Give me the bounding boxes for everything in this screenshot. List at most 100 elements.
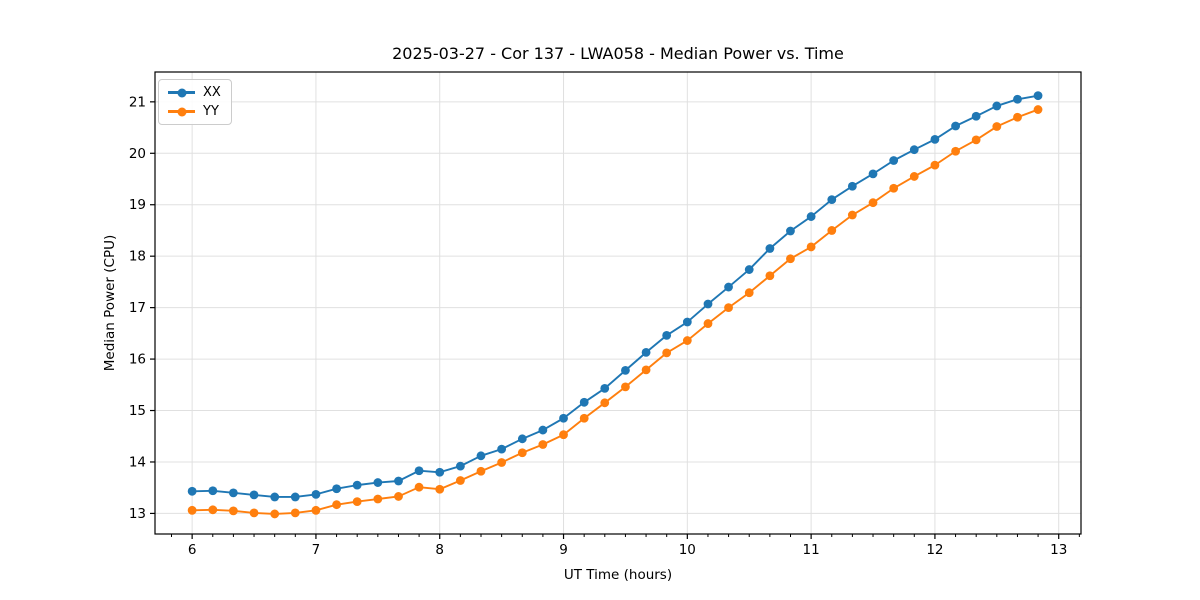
x-tick-label: 6: [188, 542, 197, 558]
series-yy-marker: [971, 135, 981, 145]
y-axis-label: Median Power (CPU): [102, 234, 118, 372]
series-yy-marker: [559, 430, 568, 440]
series-yy-marker: [187, 505, 197, 515]
series-xx-marker: [909, 145, 919, 155]
series-yy-marker: [228, 506, 238, 516]
series-xx-marker: [600, 384, 610, 393]
series-xx-marker: [641, 347, 651, 357]
series-xx-marker: [786, 226, 795, 236]
series-xx-marker: [765, 244, 775, 253]
x-tick-label: 8: [435, 542, 444, 558]
series-yy-marker: [1033, 105, 1043, 114]
series-xx-marker: [971, 111, 981, 121]
series-xx-marker: [290, 492, 300, 502]
series-yy-marker: [662, 348, 672, 358]
series-xx-marker: [332, 484, 342, 494]
series-xx-marker: [621, 365, 630, 375]
x-tick-label: 11: [803, 542, 820, 558]
y-tick-label: 16: [129, 352, 146, 368]
series-xx-marker: [414, 466, 424, 476]
x-tick-label: 10: [679, 542, 696, 558]
series-yy-marker: [951, 146, 960, 156]
series-xx-marker: [435, 467, 445, 477]
series-yy-marker: [290, 508, 300, 518]
series-xx-marker: [249, 490, 259, 500]
series-xx-marker: [1013, 94, 1022, 104]
series-yy-marker: [352, 497, 362, 506]
series-yy-marker: [909, 172, 919, 181]
series-xx-marker: [724, 282, 733, 292]
series-xx-marker: [373, 478, 383, 487]
legend-line-marker-xx: [168, 88, 195, 97]
legend-line-marker-yy: [168, 107, 195, 116]
series-xx-marker: [889, 156, 899, 165]
series-xx-marker: [682, 317, 692, 327]
series-yy-marker: [827, 226, 837, 235]
series-xx-marker: [270, 492, 280, 502]
series-xx-marker: [476, 451, 486, 461]
series-yy-marker: [765, 271, 775, 281]
series-yy-marker: [476, 466, 486, 476]
series-xx-marker: [517, 434, 527, 444]
series-xx-marker: [394, 476, 403, 486]
y-tick-label: 15: [129, 403, 146, 419]
series-yy-marker: [517, 448, 527, 458]
series-yy-line: [192, 108, 1039, 515]
x-tick-label: 13: [1050, 542, 1067, 558]
series-xx-marker: [187, 486, 197, 496]
chart-title: 2025-03-27 - Cor 137 - LWA058 - Median P…: [392, 44, 844, 63]
series-yy-marker: [1013, 112, 1022, 122]
series-yy-marker: [497, 458, 507, 467]
series-yy-marker: [208, 505, 218, 515]
series-yy-marker: [538, 440, 548, 449]
series-xx-marker: [559, 413, 568, 423]
x-tick-label: 12: [926, 542, 943, 558]
series-xx-marker: [1033, 91, 1043, 101]
series-xx-marker: [456, 461, 465, 471]
x-tick-label: 7: [312, 542, 321, 558]
legend: XX YY: [158, 79, 232, 125]
x-axis-label: UT Time (hours): [563, 567, 673, 583]
series-yy-marker: [703, 319, 713, 328]
series-yy-marker: [579, 413, 589, 423]
series-yy-marker: [724, 303, 733, 313]
series-xx-marker: [208, 486, 218, 496]
series-xx-marker: [951, 121, 960, 131]
series-yy-marker: [249, 508, 259, 518]
y-tick-label: 18: [129, 249, 146, 265]
series-yy-marker: [435, 484, 445, 494]
series-yy-marker: [621, 382, 630, 392]
legend-label-yy: YY: [203, 104, 219, 119]
series-xx-marker: [992, 101, 1002, 111]
y-tick-label: 20: [129, 146, 146, 162]
legend-item-yy: YY: [168, 104, 221, 119]
series-yy-marker: [868, 198, 878, 208]
series-xx-marker: [744, 265, 754, 274]
series-yy-marker: [786, 254, 795, 264]
series-yy-marker: [641, 365, 651, 375]
series-yy-marker: [682, 336, 692, 345]
series-yy-marker: [847, 210, 857, 220]
series-xx-marker: [703, 299, 713, 309]
series-yy-marker: [992, 122, 1002, 131]
series-xx-marker: [806, 212, 816, 221]
x-tick-label: 9: [559, 542, 568, 558]
series-yy-marker: [414, 482, 424, 492]
legend-item-xx: XX: [168, 85, 221, 100]
y-tick-label: 17: [129, 300, 146, 316]
series-yy-marker: [394, 492, 403, 501]
series-xx-marker: [847, 181, 857, 191]
legend-label-xx: XX: [203, 85, 221, 100]
series-xx-marker: [311, 489, 321, 499]
series-yy-marker: [744, 288, 754, 298]
series-xx-line: [192, 94, 1039, 498]
y-tick-label: 13: [129, 506, 146, 522]
legend-marker-dot-yy: [177, 107, 186, 116]
series-yy-marker: [373, 494, 383, 504]
series-xx-marker: [827, 195, 837, 204]
series-yy-marker: [930, 160, 940, 170]
series-xx-marker: [497, 444, 507, 454]
series-yy-marker: [332, 500, 342, 510]
y-tick-label: 19: [129, 197, 146, 213]
